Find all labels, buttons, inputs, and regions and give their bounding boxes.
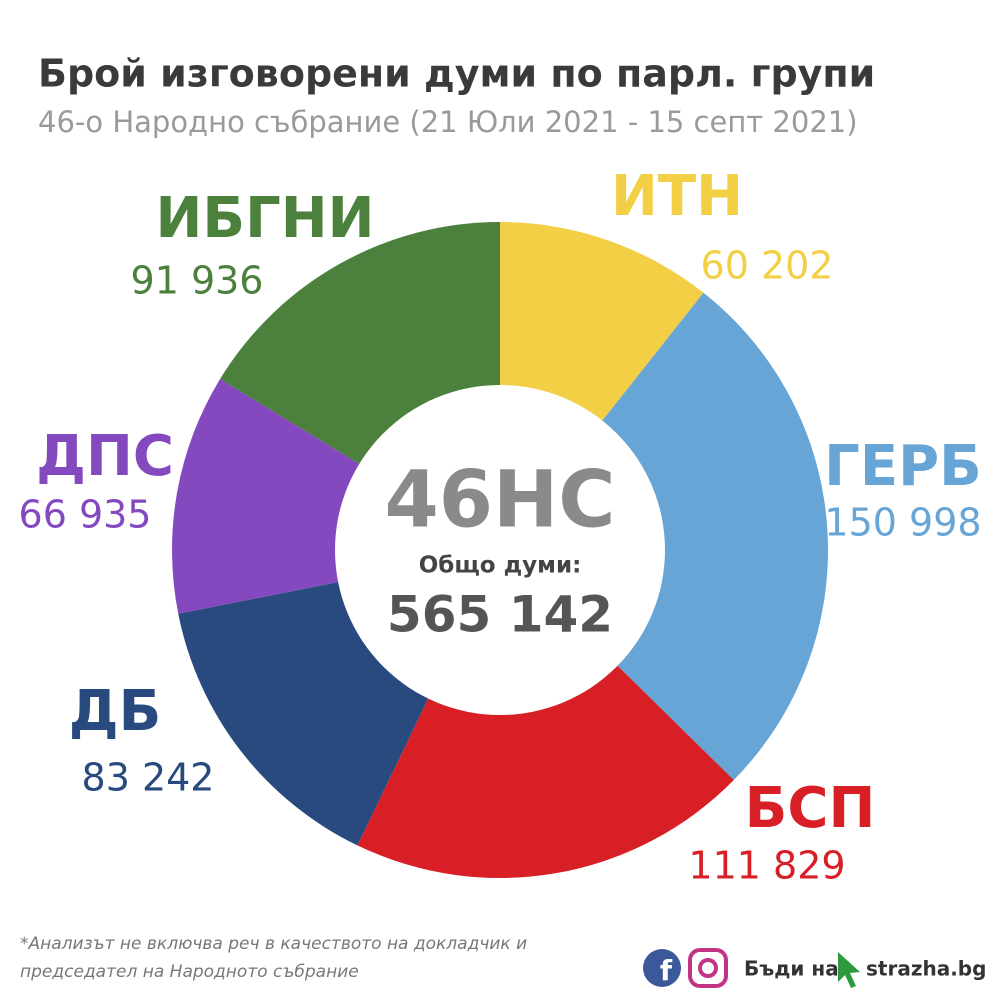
slice-value: 91 936 [131, 259, 264, 303]
slice-value: 111 829 [688, 844, 845, 888]
slice-name: ДПС [36, 424, 174, 489]
donut-hole [335, 385, 665, 715]
facebook-icon[interactable] [643, 949, 681, 987]
site-text[interactable]: strazha.bg [866, 957, 986, 981]
slice-value: 66 935 [19, 493, 152, 537]
footnote: *Анализът не включва реч в качеството на… [20, 934, 527, 954]
slice-name: ИТН [611, 164, 743, 229]
brand-text: Бъди на [744, 957, 839, 981]
center-caption: Общо думи: [419, 553, 582, 579]
instagram-icon[interactable] [688, 948, 728, 988]
slice-name: ГЕРБ [824, 434, 982, 499]
instagram-lens [698, 958, 718, 978]
slice-value: 150 998 [824, 501, 981, 545]
chart-title: Брой изговорени думи по парл. групи [38, 52, 875, 96]
slice-value: 60 202 [701, 244, 834, 288]
cursor-icon [838, 952, 860, 988]
slice-name: ДБ [69, 679, 162, 744]
donut-slice [357, 550, 734, 878]
center-title: 46НС [384, 455, 615, 545]
slice-name: БСП [745, 776, 876, 841]
footnote: председател на Народното събрание [20, 962, 359, 982]
chart-subtitle: 46-о Народно събрание (21 Юли 2021 - 15 … [38, 105, 858, 139]
slice-value: 83 242 [82, 756, 215, 800]
slice-name: ИБГНИ [156, 186, 375, 251]
facebook-glyph: f [660, 954, 673, 987]
center-total: 565 142 [387, 586, 613, 644]
